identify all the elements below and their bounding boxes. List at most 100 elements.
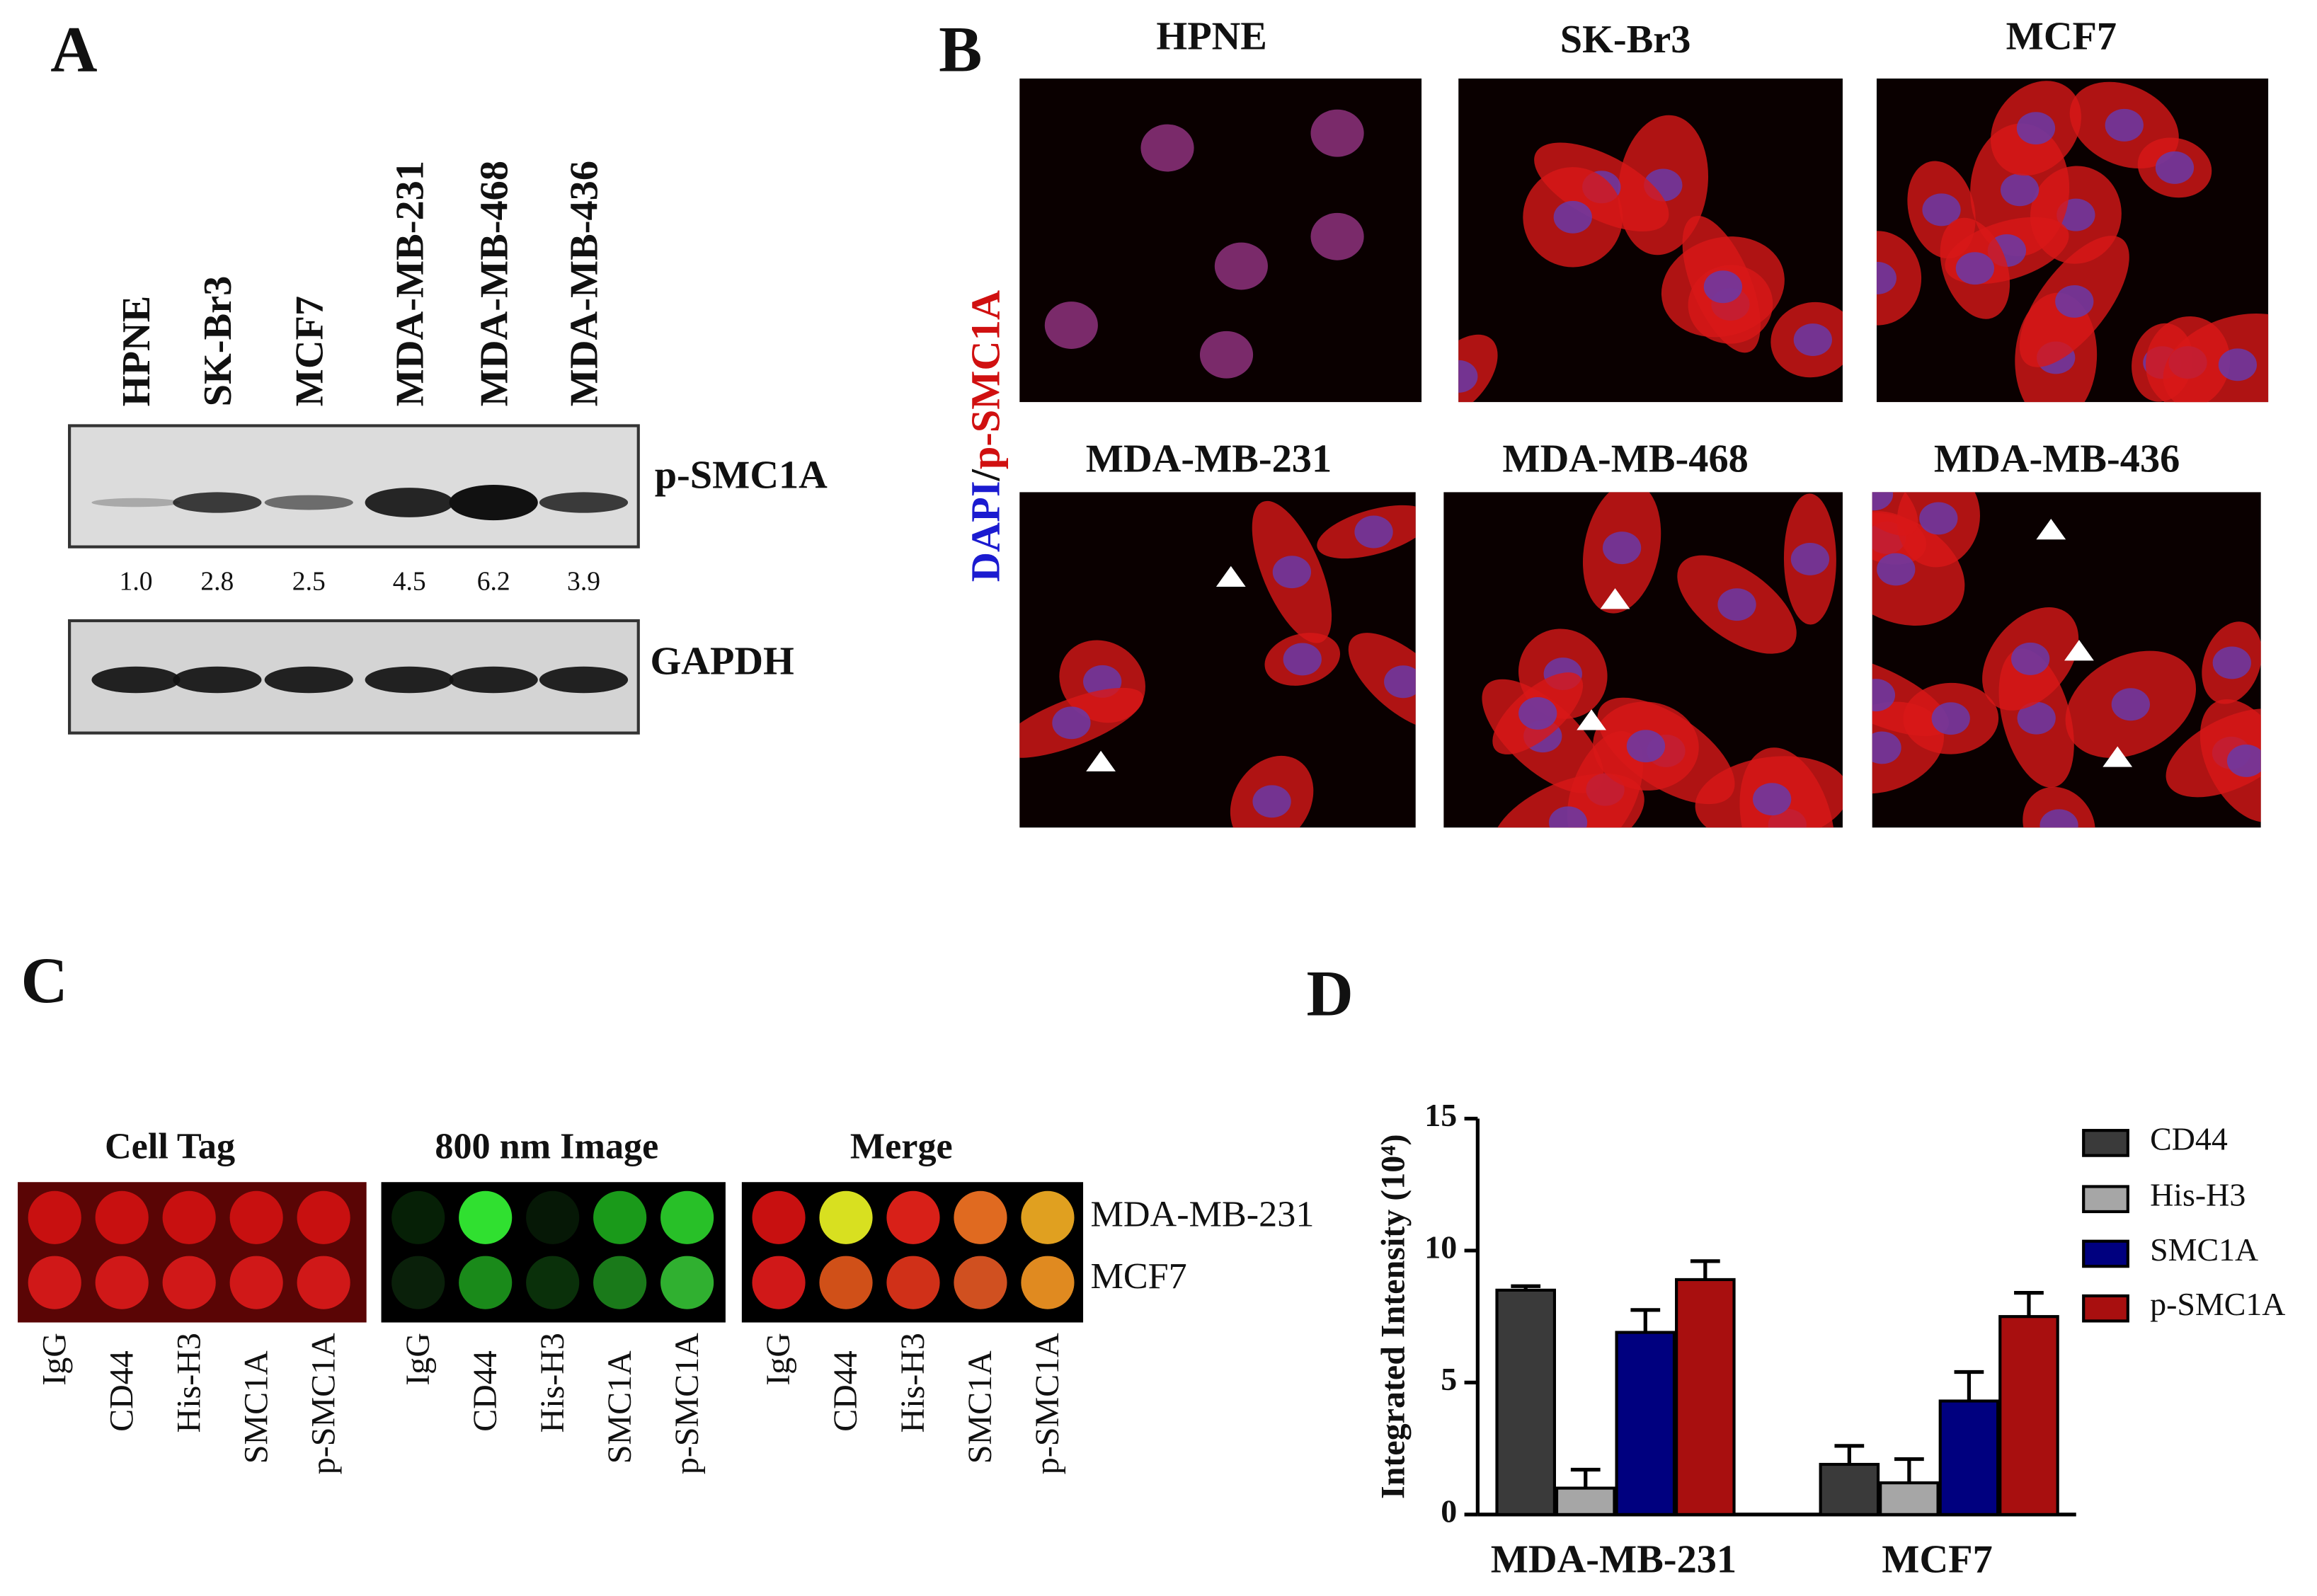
y-tick-label: 15 [1424,1097,1457,1133]
error-bar [1690,1259,1720,1280]
nucleus [1955,252,1995,285]
nucleus [1876,261,1896,294]
well [28,1256,81,1309]
nucleus [1283,643,1322,676]
column-label: CD44 [467,1350,504,1432]
nucleus [1626,730,1666,763]
well [28,1190,81,1244]
y-axis-label: Integrated Intensity (10⁴) [1375,1134,1412,1499]
quantification: 6.2 [477,567,510,596]
nucleus [1877,553,1916,586]
column-label: CD44 [103,1350,140,1432]
column-label: His-H3 [894,1333,932,1433]
well [526,1190,580,1244]
arrowhead [1577,709,1606,730]
quantification: 2.8 [200,567,234,596]
well [1021,1190,1075,1244]
column-label: IgG [35,1333,73,1386]
lane-label: HPNE [115,296,159,407]
nucleus [1931,702,1970,735]
nucleus [2011,642,2050,675]
panel-label: D [1306,958,1353,1030]
stain-part: / [963,469,1009,481]
bar [1819,1462,1880,1516]
band [365,666,454,694]
panel-label: C [21,944,67,1016]
nucleus [1548,806,1588,828]
well [752,1190,806,1244]
cell-line-title: MDA-MB-436 [1934,437,2180,481]
cells [1044,109,1364,379]
band [91,498,181,507]
well [1021,1256,1075,1309]
band [365,488,454,517]
error-bar [1511,1284,1541,1290]
arrowhead [2036,518,2066,540]
column-label: SMC1A [237,1350,275,1464]
cells [1482,492,1843,828]
nucleus [1214,242,1268,290]
legend-label: SMC1A [2150,1232,2258,1268]
nucleus [1703,270,1743,304]
lane-label: MDA-MB-436 [563,161,607,406]
image-title: 800 nm Image [435,1126,658,1166]
well [391,1190,445,1244]
well [95,1190,149,1244]
well [819,1190,873,1244]
lane-label: MDA-MB-468 [472,161,516,406]
cell-line-title: MDA-MB-468 [1502,437,1748,481]
bar [1555,1486,1616,1516]
well [886,1190,940,1244]
nucleus [1044,302,1098,349]
nucleus [1199,331,1254,379]
nucleus [1518,696,1557,730]
nucleus [1553,200,1592,234]
blot-box [68,424,640,549]
nucleus [2226,744,2261,777]
image-title: Merge [850,1126,953,1166]
bar [1879,1481,1940,1516]
cells [1458,115,1843,403]
quantification: 1.0 [120,567,153,596]
well [391,1256,445,1309]
y-tick-label: 10 [1424,1229,1457,1265]
quantification: 4.5 [393,567,426,596]
well [660,1190,714,1244]
well [297,1256,350,1309]
bar [1615,1331,1676,1516]
well [459,1256,513,1309]
nucleus [1354,515,1393,549]
nucleus [1272,556,1312,589]
legend-label: CD44 [2150,1120,2228,1156]
nucleus [1793,323,1832,357]
error-bar [1570,1467,1601,1488]
column-label: p-SMC1A [304,1333,342,1474]
blot-label: GAPDH [650,640,794,684]
cell-line-title: SK-Br3 [1560,18,1691,62]
x-tick-label: MCF7 [1882,1538,1992,1582]
nucleus [2055,285,2094,318]
y-tick-label: 5 [1441,1361,1457,1397]
well [229,1190,283,1244]
band [91,666,181,694]
nucleus [1140,124,1194,172]
nucleus [1752,783,1792,816]
row-label: MCF7 [1090,1256,1186,1297]
error-bar [1894,1457,1924,1483]
lane-label: MDA-MB-231 [388,161,432,406]
well [297,1190,350,1244]
band [539,492,629,513]
well [593,1190,647,1244]
well [819,1256,873,1309]
bar [1675,1278,1736,1516]
nucleus [2039,809,2078,828]
legend-label: p-SMC1A [2150,1286,2285,1322]
error-bar [1954,1370,1984,1401]
arrowhead [1600,588,1630,609]
stain-label: DAPI/p-SMC1A [963,290,1009,582]
nucleus [2000,173,2039,207]
arrowhead [1215,566,1246,587]
nucleus [1310,212,1364,260]
cell-line-title: HPNE [1156,15,1267,59]
